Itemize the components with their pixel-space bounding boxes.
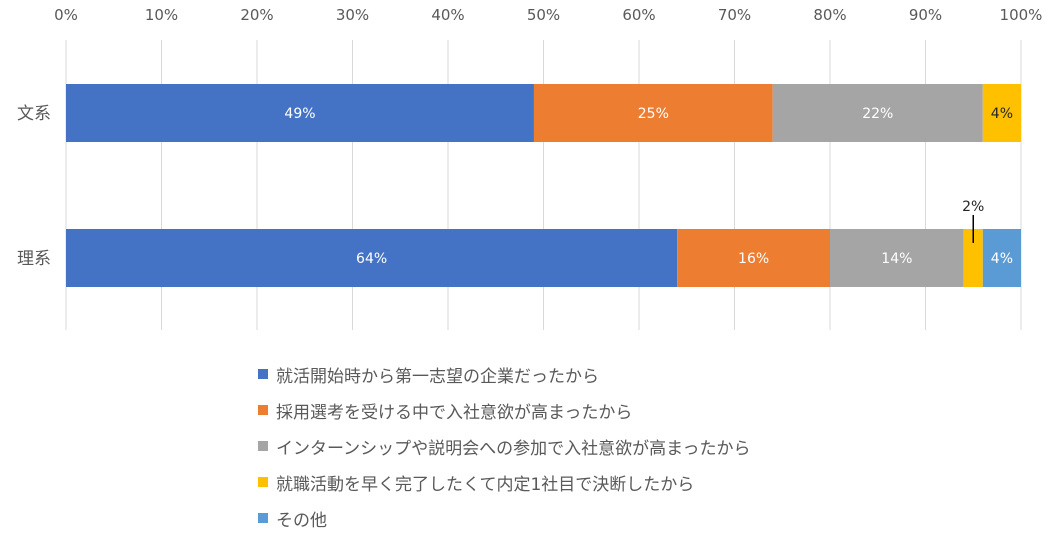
data-label: 49%: [284, 106, 315, 122]
data-labels: 49% 25% 22% 4% 64% 16% 14% 2% 4%: [284, 106, 1013, 267]
bar-segment: [66, 84, 534, 142]
data-label: 4%: [991, 106, 1013, 122]
data-label: 25%: [638, 106, 669, 122]
data-label: 22%: [862, 106, 893, 122]
x-tick-label: 40%: [431, 6, 464, 24]
x-tick-label: 50%: [527, 6, 560, 24]
legend-label: 就職活動を早く完了したくて内定1社目で決断したから: [276, 474, 695, 495]
legend-label: 採用選考を受ける中で入社意欲が高まったから: [276, 402, 633, 423]
x-tick-label: 60%: [622, 6, 655, 24]
x-tick-label: 70%: [718, 6, 751, 24]
legend-swatch: [258, 369, 268, 379]
bar-segment: [830, 229, 964, 287]
bar-segment: [533, 84, 773, 142]
bar-segment: [982, 229, 1021, 287]
x-axis-ticks: 0% 10% 20% 30% 40% 50% 60% 70% 80% 90% 100%: [54, 6, 1042, 24]
data-label: 16%: [738, 251, 769, 267]
category-label: 理系: [17, 249, 51, 269]
data-label: 4%: [991, 251, 1013, 267]
category-label: 文系: [17, 104, 51, 124]
bar-segment: [677, 229, 830, 287]
legend-swatch: [258, 477, 268, 487]
x-tick-label: 90%: [909, 6, 942, 24]
legend-label: 就活開始時から第一志望の企業だったから: [276, 366, 599, 387]
legend-label: その他: [276, 510, 327, 531]
data-label: 2%: [962, 199, 984, 215]
bar-segment: [66, 229, 678, 287]
legend-item: 採用選考を受ける中で入社意欲が高まったから: [258, 392, 1038, 428]
legend-swatch: [258, 405, 268, 415]
bar-segment: [772, 84, 983, 142]
data-label: 64%: [356, 251, 387, 267]
bar-segment: [963, 229, 983, 287]
legend-item: 就活開始時から第一志望の企業だったから: [258, 356, 1038, 392]
chart-legend: 就活開始時から第一志望の企業だったから採用選考を受ける中で入社意欲が高まったから…: [258, 356, 1038, 536]
x-tick-label: 30%: [336, 6, 369, 24]
legend-swatch: [258, 513, 268, 523]
bars: [66, 84, 1021, 287]
legend-item: その他: [258, 500, 1038, 536]
legend-label: インターンシップや説明会への参加で入社意欲が高まったから: [276, 438, 751, 459]
bar-segment: [982, 84, 1021, 142]
legend-swatch: [258, 441, 268, 451]
x-tick-label: 10%: [145, 6, 178, 24]
legend-item: 就職活動を早く完了したくて内定1社目で決断したから: [258, 464, 1038, 500]
legend-item: インターンシップや説明会への参加で入社意欲が高まったから: [258, 428, 1038, 464]
x-tick-label: 20%: [240, 6, 273, 24]
x-tick-label: 80%: [813, 6, 846, 24]
x-tick-label: 100%: [1000, 6, 1043, 24]
data-label: 14%: [881, 251, 912, 267]
x-tick-label: 0%: [54, 6, 78, 24]
